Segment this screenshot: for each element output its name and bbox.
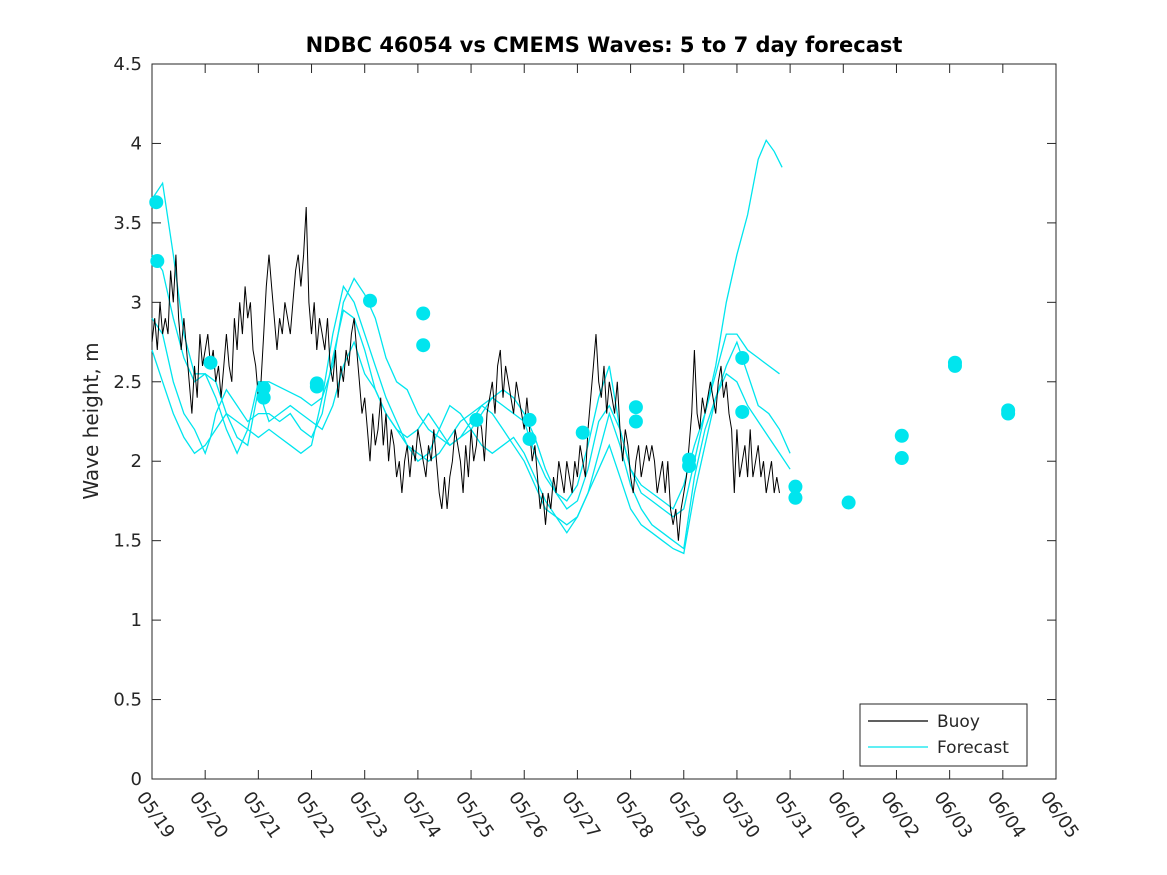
- y-tick-label: 3.5: [113, 213, 142, 234]
- forecast-marker: [735, 350, 750, 365]
- forecast-marker: [628, 400, 643, 415]
- buoy-line: [151, 206, 780, 541]
- forecast-marker: [416, 306, 431, 321]
- forecast-marker: [575, 425, 590, 440]
- forecast-marker: [894, 451, 909, 466]
- forecast-marker: [150, 254, 165, 269]
- y-tick-label: 1.5: [113, 531, 142, 552]
- forecast-marker: [1001, 406, 1016, 421]
- y-tick-label: 2.5: [113, 372, 142, 393]
- forecast-marker: [363, 293, 378, 308]
- forecast-marker: [416, 338, 431, 353]
- axes-frame: [151, 63, 1057, 780]
- forecast-marker: [841, 495, 856, 510]
- y-axis-label: Wave height, m: [79, 342, 103, 499]
- chart-title: NDBC 46054 vs CMEMS Waves: 5 to 7 day fo…: [306, 33, 903, 57]
- y-tick-label: 0.5: [113, 690, 142, 711]
- legend: Buoy Forecast: [859, 703, 1028, 767]
- forecast-marker: [522, 431, 537, 446]
- forecast-marker: [682, 458, 697, 473]
- legend-box: [859, 703, 1028, 767]
- legend-forecast-label: Forecast: [937, 738, 1009, 758]
- y-tick-label: 3: [131, 292, 142, 313]
- y-tick-label: 0: [131, 769, 142, 790]
- y-tick-label: 4.5: [113, 54, 142, 75]
- forecast-marker: [309, 379, 324, 394]
- forecast-marker: [256, 390, 271, 405]
- forecast-line: [151, 309, 791, 550]
- forecast-marker: [788, 479, 803, 494]
- forecast-marker: [735, 404, 750, 419]
- y-tick-label: 1: [131, 610, 142, 631]
- forecast-marker: [522, 412, 537, 427]
- forecast-marker: [628, 414, 643, 429]
- legend-buoy-label: Buoy: [937, 712, 980, 732]
- y-tick-label: 2: [131, 451, 142, 472]
- forecast-marker: [947, 358, 962, 373]
- y-tick-label: 4: [131, 133, 142, 154]
- forecast-marker: [203, 355, 218, 370]
- forecast-marker: [469, 412, 484, 427]
- forecast-marker: [788, 490, 803, 505]
- forecast-marker: [149, 195, 164, 210]
- forecast-marker: [894, 428, 909, 443]
